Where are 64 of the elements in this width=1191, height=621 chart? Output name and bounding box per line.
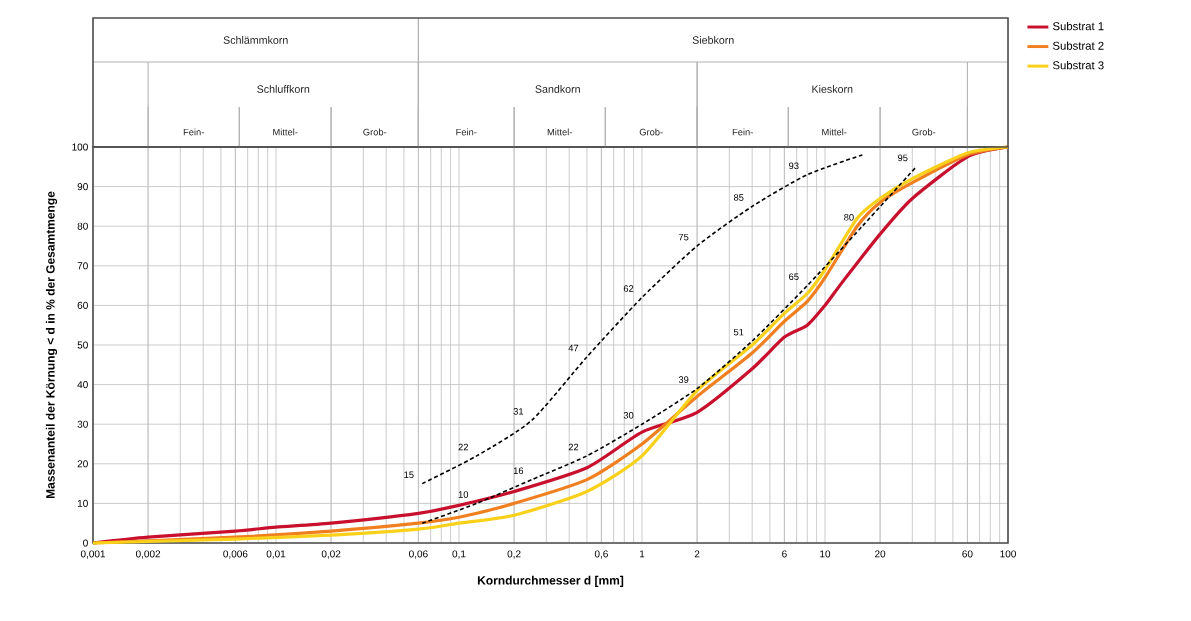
data-label: 31 (513, 408, 524, 415)
data-label: 80 (844, 214, 854, 221)
x-tick-label: 0,2 (507, 550, 521, 559)
y-tick-label: 30 (77, 420, 88, 428)
x-tick-label: 60 (962, 550, 973, 558)
data-label: 30 (623, 412, 634, 419)
y-tick-label: 80 (77, 222, 88, 230)
data-label: 85 (733, 194, 744, 201)
data-label: 15 (404, 471, 414, 478)
y-tick-label: 60 (77, 301, 88, 309)
line-series (421, 154, 864, 485)
data-label: 65 (789, 273, 799, 280)
x-tick-label: 0,01 (266, 550, 286, 559)
data-label: 95 (897, 154, 908, 162)
data-label: 47 (568, 344, 579, 352)
x-tick-label: 1 (639, 550, 645, 558)
x-tick-label: 100 (1000, 550, 1016, 558)
x-tick-label: 6 (782, 550, 787, 558)
text: Grob- (363, 128, 387, 136)
text: Siebkorn (692, 36, 734, 44)
x-tick-label: 0,02 (321, 550, 341, 559)
legend-label: Substrat 2 (1052, 41, 1104, 50)
data-label: 51 (733, 328, 744, 336)
text: Mittel- (822, 128, 847, 136)
y-tick-label: 40 (77, 381, 88, 389)
y-tick-label: 70 (77, 262, 88, 270)
text: Fein- (183, 128, 204, 136)
x-tick-label: 0,6 (594, 550, 608, 559)
text: Schluffkorn (257, 85, 310, 93)
x-tick-label: 0,1 (452, 550, 466, 559)
x-tick-label: 0,06 (409, 550, 428, 559)
x-axis-title: Korndurchmesser d [mm] (477, 575, 624, 587)
text: Grob- (912, 128, 936, 136)
text: Fein- (456, 128, 477, 136)
legend-label: Substrat 3 (1052, 61, 1104, 70)
data-label: 93 (789, 162, 799, 170)
x-tick-label: 0,002 (135, 550, 161, 559)
data-label: 16 (513, 467, 524, 475)
data-label: 22 (458, 443, 468, 451)
text: Sandkorn (535, 85, 580, 93)
text: Mittel- (547, 128, 572, 136)
legend-label: Substrat 1 (1052, 21, 1104, 31)
x-tick-label: 20 (875, 550, 886, 558)
y-tick-label: 0 (83, 539, 88, 547)
text: Grob- (639, 128, 663, 136)
y-axis-title: Massenanteil der Körnung < d in % der Gesamtmenge (45, 191, 58, 499)
y-tick-label: 20 (77, 460, 88, 468)
y-tick-label: 100 (72, 143, 88, 151)
data-label: 10 (458, 491, 469, 498)
data-label: 22 (568, 443, 579, 451)
x-tick-label: 2 (694, 550, 700, 558)
x-tick-label: 0,001 (80, 550, 106, 559)
text: Mittel- (273, 128, 298, 136)
text: Kieskorn (812, 85, 853, 93)
data-label: 62 (623, 285, 634, 292)
y-tick-label: 10 (77, 499, 88, 507)
data-label: 75 (678, 233, 689, 241)
x-tick-label: 10 (820, 550, 831, 558)
text: Schlämmkorn (223, 36, 288, 44)
data-label: 39 (678, 376, 689, 383)
x-tick-label: 0,006 (223, 550, 248, 559)
y-tick-label: 90 (77, 183, 88, 191)
text: Fein- (732, 128, 753, 136)
y-tick-label: 50 (77, 341, 88, 349)
